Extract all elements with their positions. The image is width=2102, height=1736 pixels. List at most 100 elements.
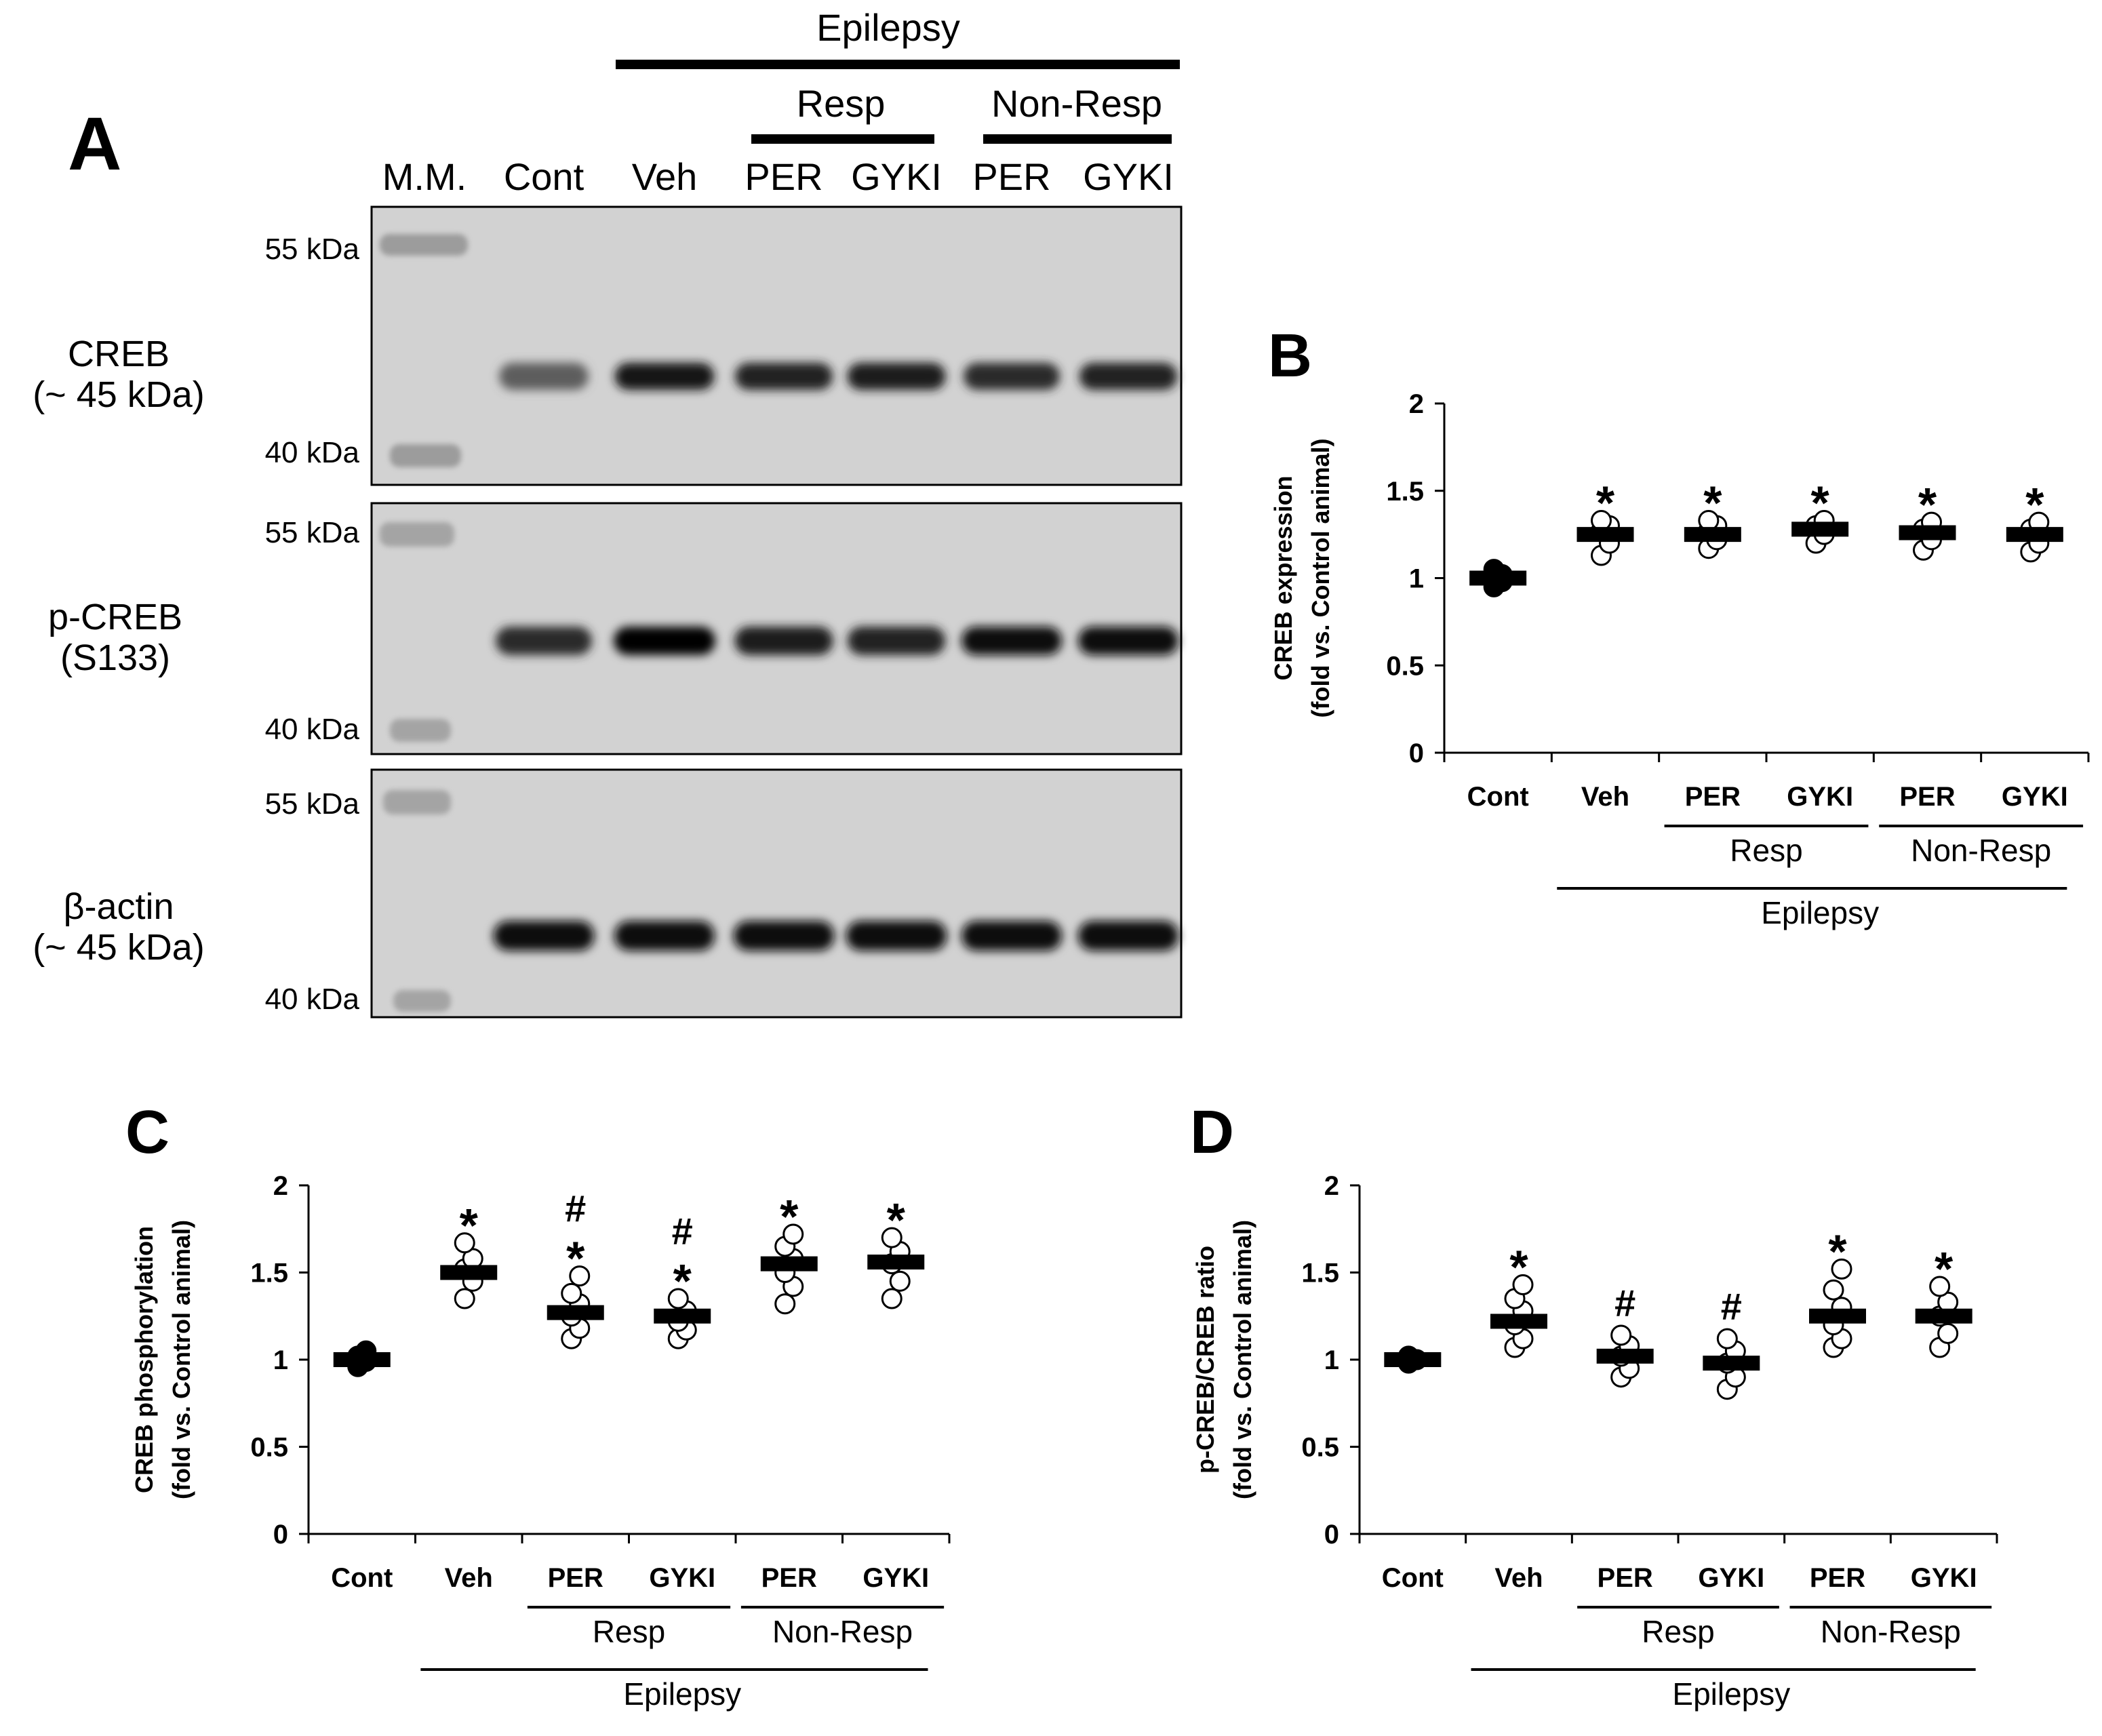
y-axis-title: CREB expression xyxy=(1269,475,1297,680)
blot-group-nonresp: Non-Resp xyxy=(991,82,1162,125)
blot-row-sublabel: (S133) xyxy=(60,637,170,678)
panel-label: D xyxy=(1190,1099,1234,1166)
x-tick-label: GYKI xyxy=(1911,1563,1977,1593)
data-point xyxy=(454,1232,475,1254)
mean-bar xyxy=(1576,527,1634,542)
blot-row-label: CREB xyxy=(68,334,170,374)
significance-star: * xyxy=(1828,1225,1847,1278)
blot-band xyxy=(961,921,1062,951)
y-tick-label: 1 xyxy=(273,1345,288,1375)
blot-band xyxy=(733,921,835,951)
mw-marker-ladder xyxy=(380,234,468,1012)
lane-label-mm: M.M. xyxy=(382,155,467,198)
panel-label: C xyxy=(125,1099,170,1166)
mean-bar xyxy=(1490,1314,1547,1329)
y-axis-title: CREB phosphorylation xyxy=(130,1226,158,1493)
x-tick-label: GYKI xyxy=(862,1563,929,1593)
y-tick-label: 0 xyxy=(1324,1520,1339,1550)
x-tick-label: PER xyxy=(548,1563,603,1593)
blot-row-pcreb: p-CREB (S133) 55 kDa 40 kDa xyxy=(48,502,1183,755)
blot-group-resp: Resp xyxy=(797,82,886,125)
significance-hash: # xyxy=(672,1210,693,1252)
y-tick-label: 2 xyxy=(273,1171,288,1201)
significance-star: * xyxy=(1811,477,1830,530)
blot-row-sublabel: (~ 45 kDa) xyxy=(33,927,205,968)
y-tick-label: 1 xyxy=(1409,564,1424,594)
significance-star: * xyxy=(887,1194,906,1246)
blot-group-epilepsy: Epilepsy xyxy=(816,6,960,49)
x-tick-label: Cont xyxy=(1382,1563,1444,1593)
y-axis-subtitle: (fold vs. Control animal) xyxy=(1229,1220,1256,1499)
blot-band xyxy=(496,627,592,655)
blot-band xyxy=(846,921,947,951)
x-tick-label: PER xyxy=(1685,782,1741,812)
mean-bar xyxy=(333,1352,391,1367)
blot-band xyxy=(734,627,833,655)
significance-hash: # xyxy=(565,1187,586,1230)
y-tick-label: 2 xyxy=(1324,1171,1339,1201)
panel-c-chart: C CREB phosphorylation (fold vs. Control a… xyxy=(125,1099,951,1712)
lane-label-nonresp-gyki: GYKI xyxy=(1083,155,1174,198)
x-tick-label: Cont xyxy=(1467,782,1529,812)
significance-star: * xyxy=(1509,1240,1528,1293)
y-tick-label: 0.5 xyxy=(1386,651,1424,681)
x-tick-label: GYKI xyxy=(649,1563,715,1593)
y-tick-label: 0 xyxy=(1409,738,1424,768)
blot-row-creb: CREB (~ 45 kDa) 55 kDa 40 kDa xyxy=(33,205,1183,486)
significance-hash: # xyxy=(1614,1282,1635,1324)
group-label-resp: Resp xyxy=(593,1614,665,1649)
x-tick-label: GYKI xyxy=(2002,782,2068,812)
y-tick-label: 0 xyxy=(273,1520,288,1550)
blot-nonresp-bar xyxy=(983,134,1172,144)
marker-40kda: 40 kDa xyxy=(265,713,360,746)
significance-star: * xyxy=(2025,478,2044,531)
data-point xyxy=(569,1265,591,1287)
y-axis-subtitle: (fold vs. Control animal) xyxy=(1307,438,1334,717)
data-point xyxy=(1512,1274,1534,1295)
significance-star: * xyxy=(673,1255,692,1307)
mean-bar xyxy=(1899,525,1956,540)
x-tick-label: Veh xyxy=(1581,782,1629,812)
data-point xyxy=(1823,1279,1844,1301)
blot-band xyxy=(1078,627,1178,655)
mean-bar xyxy=(1384,1352,1442,1367)
blot-resp-bar xyxy=(751,134,934,144)
group-label-resp: Resp xyxy=(1730,833,1802,868)
lane-label-resp-gyki: GYKI xyxy=(851,155,942,198)
mean-bar xyxy=(654,1308,711,1324)
panel-label: B xyxy=(1268,322,1312,390)
blot-band xyxy=(499,363,589,390)
mean-bar xyxy=(547,1305,604,1320)
marker-55kda: 55 kDa xyxy=(265,516,360,549)
mean-bar xyxy=(760,1256,818,1271)
marker-55kda: 55 kDa xyxy=(265,233,360,266)
blot-membrane xyxy=(370,205,1183,486)
mean-bar xyxy=(867,1255,925,1270)
y-tick-label: 1.5 xyxy=(1301,1259,1339,1288)
blot-band xyxy=(493,921,595,951)
group-label-resp: Resp xyxy=(1642,1614,1714,1649)
significance-hash: # xyxy=(1721,1285,1742,1328)
group-label-nonresp: Non-Resp xyxy=(1821,1614,1961,1649)
blot-row-label: p-CREB xyxy=(48,597,182,637)
panel-a: A Epilepsy Resp Non-Resp M.M. Cont Veh P… xyxy=(33,6,1183,1019)
lane-label-resp-per: PER xyxy=(745,155,822,198)
marker-40kda: 40 kDa xyxy=(265,983,360,1016)
x-tick-label: PER xyxy=(1598,1563,1653,1593)
data-point xyxy=(667,1288,689,1309)
data-point xyxy=(1610,1324,1632,1346)
panel-b-chart: B CREB expression (fold vs. Control animal… xyxy=(1268,322,2090,930)
mean-bar xyxy=(1915,1308,1972,1324)
data-point xyxy=(889,1270,911,1292)
x-tick-label: Cont xyxy=(331,1563,393,1593)
blot-epilepsy-bar xyxy=(616,60,1180,69)
x-tick-label: PER xyxy=(1899,782,1955,812)
y-tick-label: 1.5 xyxy=(1386,477,1424,507)
lane-label-cont: Cont xyxy=(504,155,584,198)
lane-label-veh: Veh xyxy=(632,155,698,198)
x-tick-label: Veh xyxy=(445,1563,493,1593)
data-point xyxy=(1937,1322,1959,1344)
data-point xyxy=(561,1282,582,1304)
y-tick-label: 1.5 xyxy=(250,1259,288,1288)
